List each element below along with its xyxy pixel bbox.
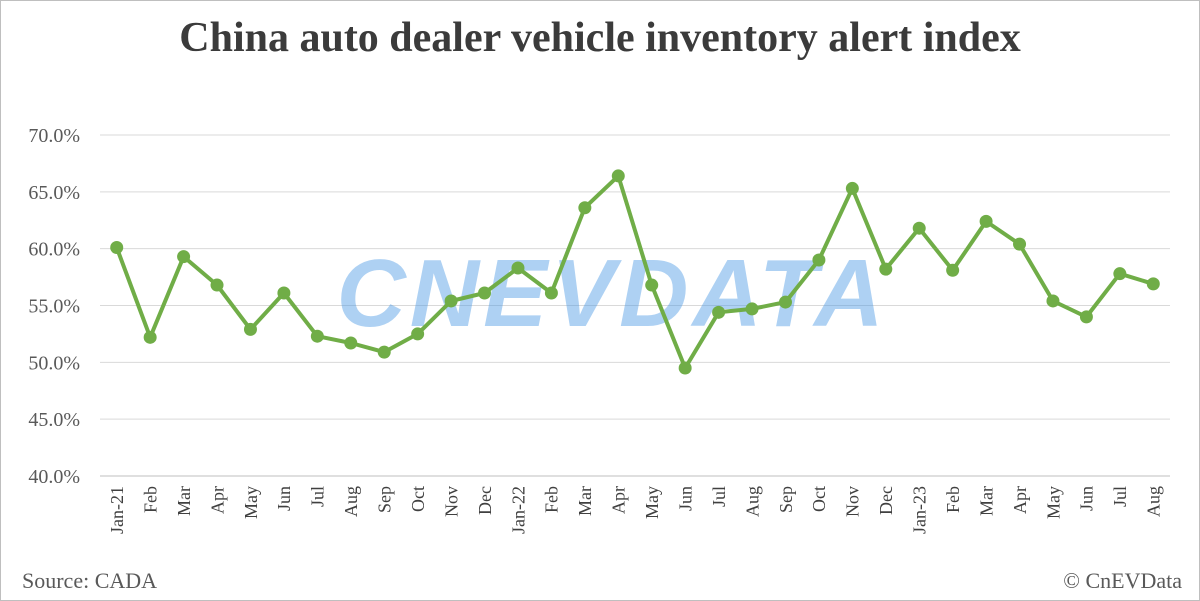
y-axis-ticks: 40.0% 45.0% 50.0% 55.0% 60.0% 65.0% 70.0% — [28, 125, 80, 488]
x-tick-label: Mar — [575, 486, 595, 516]
chart-title: China auto dealer vehicle inventory aler… — [179, 15, 1021, 61]
x-axis-ticks: Jan-21 Feb Mar Apr May Jun Jul Aug Sep Oct Nov Dec J… — [107, 486, 1164, 534]
data-point — [611, 169, 625, 183]
x-tick-label: Apr — [609, 486, 629, 514]
copyright-note: © CnEVData — [1063, 568, 1182, 593]
data-point — [511, 261, 525, 275]
y-tick-label: 40.0% — [28, 466, 80, 488]
y-tick-label: 70.0% — [28, 125, 80, 147]
y-tick-label: 65.0% — [28, 182, 80, 204]
x-tick-label: Nov — [843, 486, 863, 517]
x-tick-label: May — [241, 486, 261, 519]
y-tick-label: 60.0% — [28, 239, 80, 261]
x-tick-label: Feb — [943, 486, 963, 513]
x-tick-label: Jan-22 — [508, 486, 528, 534]
x-tick-label: Aug — [742, 486, 762, 517]
data-point — [712, 305, 726, 319]
x-tick-label: Jan-21 — [107, 486, 127, 534]
data-point — [444, 294, 458, 308]
x-tick-label: Sep — [375, 486, 395, 513]
data-point — [912, 221, 926, 235]
data-point — [1079, 310, 1093, 324]
data-point — [879, 262, 893, 276]
x-tick-label: May — [1043, 486, 1063, 519]
x-tick-label: Jan-23 — [910, 486, 930, 534]
x-tick-label: Jun — [1077, 486, 1097, 511]
data-point — [243, 322, 257, 336]
x-tick-label: Apr — [207, 486, 227, 514]
series-inventory-index — [110, 169, 1160, 375]
data-point — [344, 336, 358, 350]
y-tick-label: 50.0% — [28, 352, 80, 374]
x-tick-label: Jul — [308, 486, 328, 507]
x-tick-label: Aug — [341, 486, 361, 517]
x-tick-label: Jul — [1110, 486, 1130, 507]
x-tick-label: Jul — [709, 486, 729, 507]
x-tick-label: Apr — [1010, 486, 1030, 514]
x-tick-label: Jun — [675, 486, 695, 511]
source-note: Source: CADA — [22, 568, 158, 593]
data-point — [544, 286, 558, 300]
data-point — [1113, 267, 1127, 281]
data-point — [1013, 237, 1027, 251]
data-point — [110, 241, 124, 255]
data-point — [377, 345, 391, 359]
x-tick-label: Oct — [408, 486, 428, 512]
x-tick-label: Feb — [542, 486, 562, 513]
x-tick-label: Sep — [776, 486, 796, 513]
gridlines — [100, 134, 1170, 477]
data-point — [845, 181, 859, 195]
data-point — [678, 361, 692, 375]
data-point — [177, 250, 191, 264]
x-tick-label: May — [642, 486, 662, 519]
data-point — [745, 302, 759, 316]
y-tick-label: 55.0% — [28, 296, 80, 318]
data-point — [778, 295, 792, 309]
x-tick-label: Jun — [274, 486, 294, 511]
data-point — [1146, 277, 1160, 291]
data-point — [277, 286, 291, 300]
y-tick-label: 45.0% — [28, 409, 80, 431]
x-tick-label: Dec — [876, 486, 896, 515]
data-point — [979, 214, 993, 228]
data-point — [310, 329, 324, 343]
data-point — [1046, 294, 1060, 308]
x-tick-label: Feb — [140, 486, 160, 513]
x-tick-label: Mar — [976, 486, 996, 516]
data-point — [812, 253, 826, 267]
data-point — [411, 327, 425, 341]
x-tick-label: Mar — [174, 486, 194, 516]
data-point — [143, 330, 157, 344]
data-point — [645, 278, 659, 292]
data-point — [478, 286, 492, 300]
data-point — [578, 201, 592, 215]
data-point — [210, 278, 224, 292]
x-tick-label: Oct — [809, 486, 829, 512]
x-tick-label: Aug — [1144, 486, 1164, 517]
data-point — [946, 263, 960, 277]
series-line — [114, 173, 1156, 370]
x-tick-label: Dec — [475, 486, 495, 515]
x-tick-label: Nov — [441, 486, 461, 517]
